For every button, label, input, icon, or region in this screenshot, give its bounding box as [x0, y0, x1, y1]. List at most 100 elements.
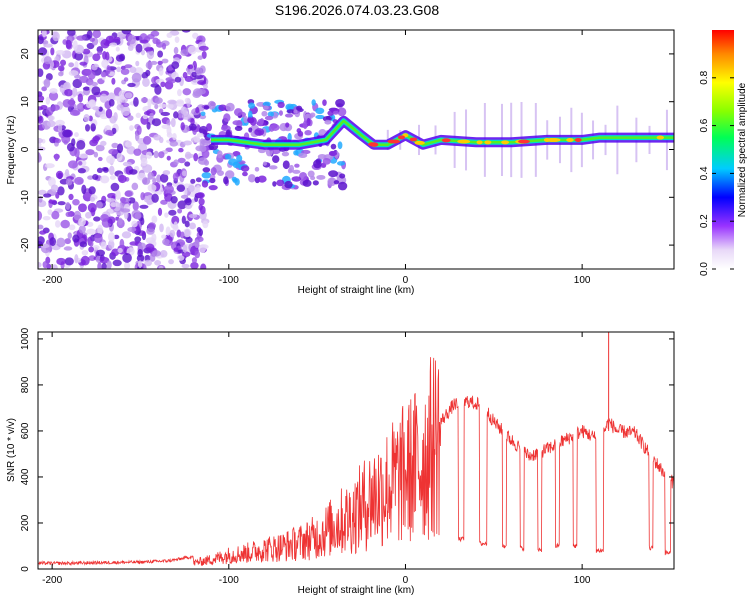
spectrogram-cell	[38, 210, 43, 221]
spectrogram-cell	[247, 117, 254, 123]
spectrogram-cell	[196, 227, 202, 233]
spectrogram-cell	[234, 178, 240, 186]
colorbar-tick-label: 0.6	[699, 118, 710, 132]
spectrogram-cell	[177, 254, 185, 261]
spectrogram-cell	[160, 81, 166, 88]
spectrogram-cell	[92, 174, 99, 181]
spectrogram-cell	[79, 75, 89, 84]
spectrogram-cell	[120, 208, 131, 213]
spectrogram-cell	[329, 177, 335, 185]
spectrogram-cell	[184, 229, 191, 238]
spectrogram-cell	[161, 124, 171, 129]
spectrogram-cell	[127, 44, 134, 51]
spectrogram-cell	[200, 111, 206, 117]
spectrogram-cell	[166, 103, 174, 109]
spectrogram-cell	[38, 224, 44, 230]
spectrogram-cell	[99, 93, 108, 103]
ridge-peak	[414, 140, 425, 145]
spectrogram-cell	[107, 92, 116, 102]
spectrogram-cell	[188, 123, 197, 131]
spectrogram-cell	[100, 39, 110, 49]
spectrogram-cell	[278, 110, 283, 116]
snr-x-tick-label: -100	[219, 575, 239, 586]
spectrogram-cell	[74, 176, 84, 185]
spectrogram-cell	[328, 170, 339, 178]
spectrogram-cell	[185, 197, 192, 206]
spectrogram-cell	[158, 67, 164, 76]
spectrogram-cell	[184, 220, 190, 228]
spectrogram-cell	[206, 123, 213, 132]
spectrogram-cell	[151, 215, 158, 224]
spectrogram-y-ticks: -20 -10 0 10 20	[20, 48, 674, 252]
spectrogram-cell	[207, 100, 216, 110]
spectrogram-cell	[191, 257, 198, 264]
spectrogram-cell	[337, 107, 347, 117]
spectrogram-cell	[312, 180, 319, 186]
spectrogram-cell	[57, 186, 65, 196]
spectrogram-cell	[51, 264, 58, 269]
spectrogram-cell	[272, 155, 280, 163]
spectrogram-cell	[58, 71, 64, 77]
snr-line	[38, 357, 674, 566]
spectrogram-cell	[170, 117, 176, 128]
spectrogram-cell	[322, 99, 327, 106]
spectrogram-cell	[38, 68, 44, 77]
spectrogram-cell	[293, 150, 299, 156]
spectrogram-cell	[154, 97, 163, 104]
spectrogram-cell	[202, 84, 208, 89]
spectrogram-cell	[142, 135, 152, 145]
spectrogram-cell	[79, 61, 88, 66]
spectrogram-cell	[199, 125, 208, 135]
spectrogram-cell	[117, 143, 124, 154]
spectrogram-cell	[72, 78, 83, 89]
snr-x-label: Height of straight line (km)	[298, 585, 415, 596]
spectrogram-cell	[65, 39, 72, 49]
spectrogram-cell	[217, 150, 223, 159]
spectrogram-cell	[49, 237, 57, 247]
spectrogram-cell	[200, 263, 207, 269]
spectrogram-cell	[151, 233, 157, 242]
spectrogram-cell	[119, 238, 125, 249]
spectrogram-cell	[242, 171, 248, 177]
spectrogram-cell	[189, 222, 196, 230]
spectrogram-cell	[160, 199, 168, 205]
spectrogram-cell	[129, 125, 134, 131]
spectrogram-cell	[47, 177, 56, 187]
spectrogram-cell	[177, 89, 182, 97]
spectrogram-cell	[68, 160, 78, 169]
spectrogram-cell	[160, 111, 170, 117]
spectrogram-cell	[135, 112, 141, 118]
spectrogram-cell	[180, 49, 189, 56]
spectrogram-cell	[178, 147, 184, 153]
spectrogram-cell	[111, 248, 120, 257]
spectrogram-cell	[67, 232, 72, 239]
spectrogram-cell	[107, 216, 116, 224]
spectrogram-cell	[330, 143, 337, 150]
spectrogram-cell	[199, 145, 207, 152]
spectrogram-cell	[93, 233, 103, 243]
spectrogram-cell	[122, 161, 132, 167]
spectrogram-cell	[47, 209, 53, 215]
snr-x-tick-label: -200	[42, 575, 62, 586]
spectrogram-cell	[154, 104, 159, 110]
spectrogram-cell	[123, 77, 129, 82]
spectrogram-cell	[128, 169, 138, 175]
spectrogram-cell	[78, 225, 86, 234]
snr-panel: -200 -100 0 100 0 200 400 600 800 1000 Height of…	[6, 327, 675, 596]
spectrogram-cell	[76, 103, 83, 110]
snr-y-tick-label: 800	[20, 376, 31, 393]
spectrogram-cell	[190, 118, 195, 126]
spectrogram-cell	[194, 250, 201, 259]
spectrogram-cell	[38, 137, 43, 144]
spectrogram-cell	[167, 99, 177, 105]
ridge-peak	[518, 139, 530, 144]
snr-frame	[37, 331, 675, 570]
spectrogram-cell	[228, 158, 238, 166]
spectrogram-cell	[108, 98, 115, 107]
spectrogram-cell	[262, 105, 269, 110]
spectrogram-cell	[185, 153, 195, 158]
spectrogram-cell	[195, 106, 200, 114]
spectrogram-cell	[65, 202, 71, 210]
spectrogram-cell	[74, 132, 79, 138]
spectrogram-cell	[261, 110, 268, 117]
